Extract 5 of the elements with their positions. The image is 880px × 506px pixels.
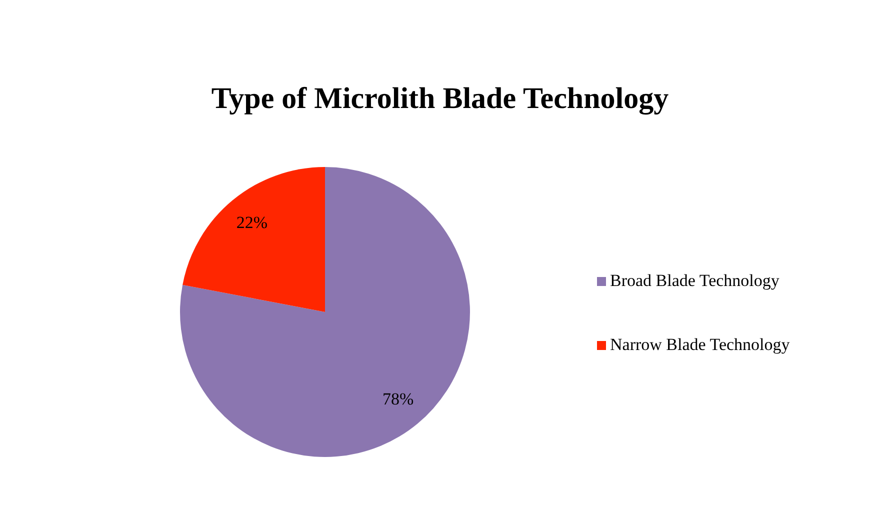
chart-title: Type of Microlith Blade Technology: [210, 82, 670, 116]
data-label: 22%: [236, 213, 268, 232]
legend-label: Broad Blade Technology: [610, 271, 780, 291]
legend-label: Narrow Blade Technology: [610, 335, 790, 355]
data-label: 78%: [382, 390, 414, 409]
